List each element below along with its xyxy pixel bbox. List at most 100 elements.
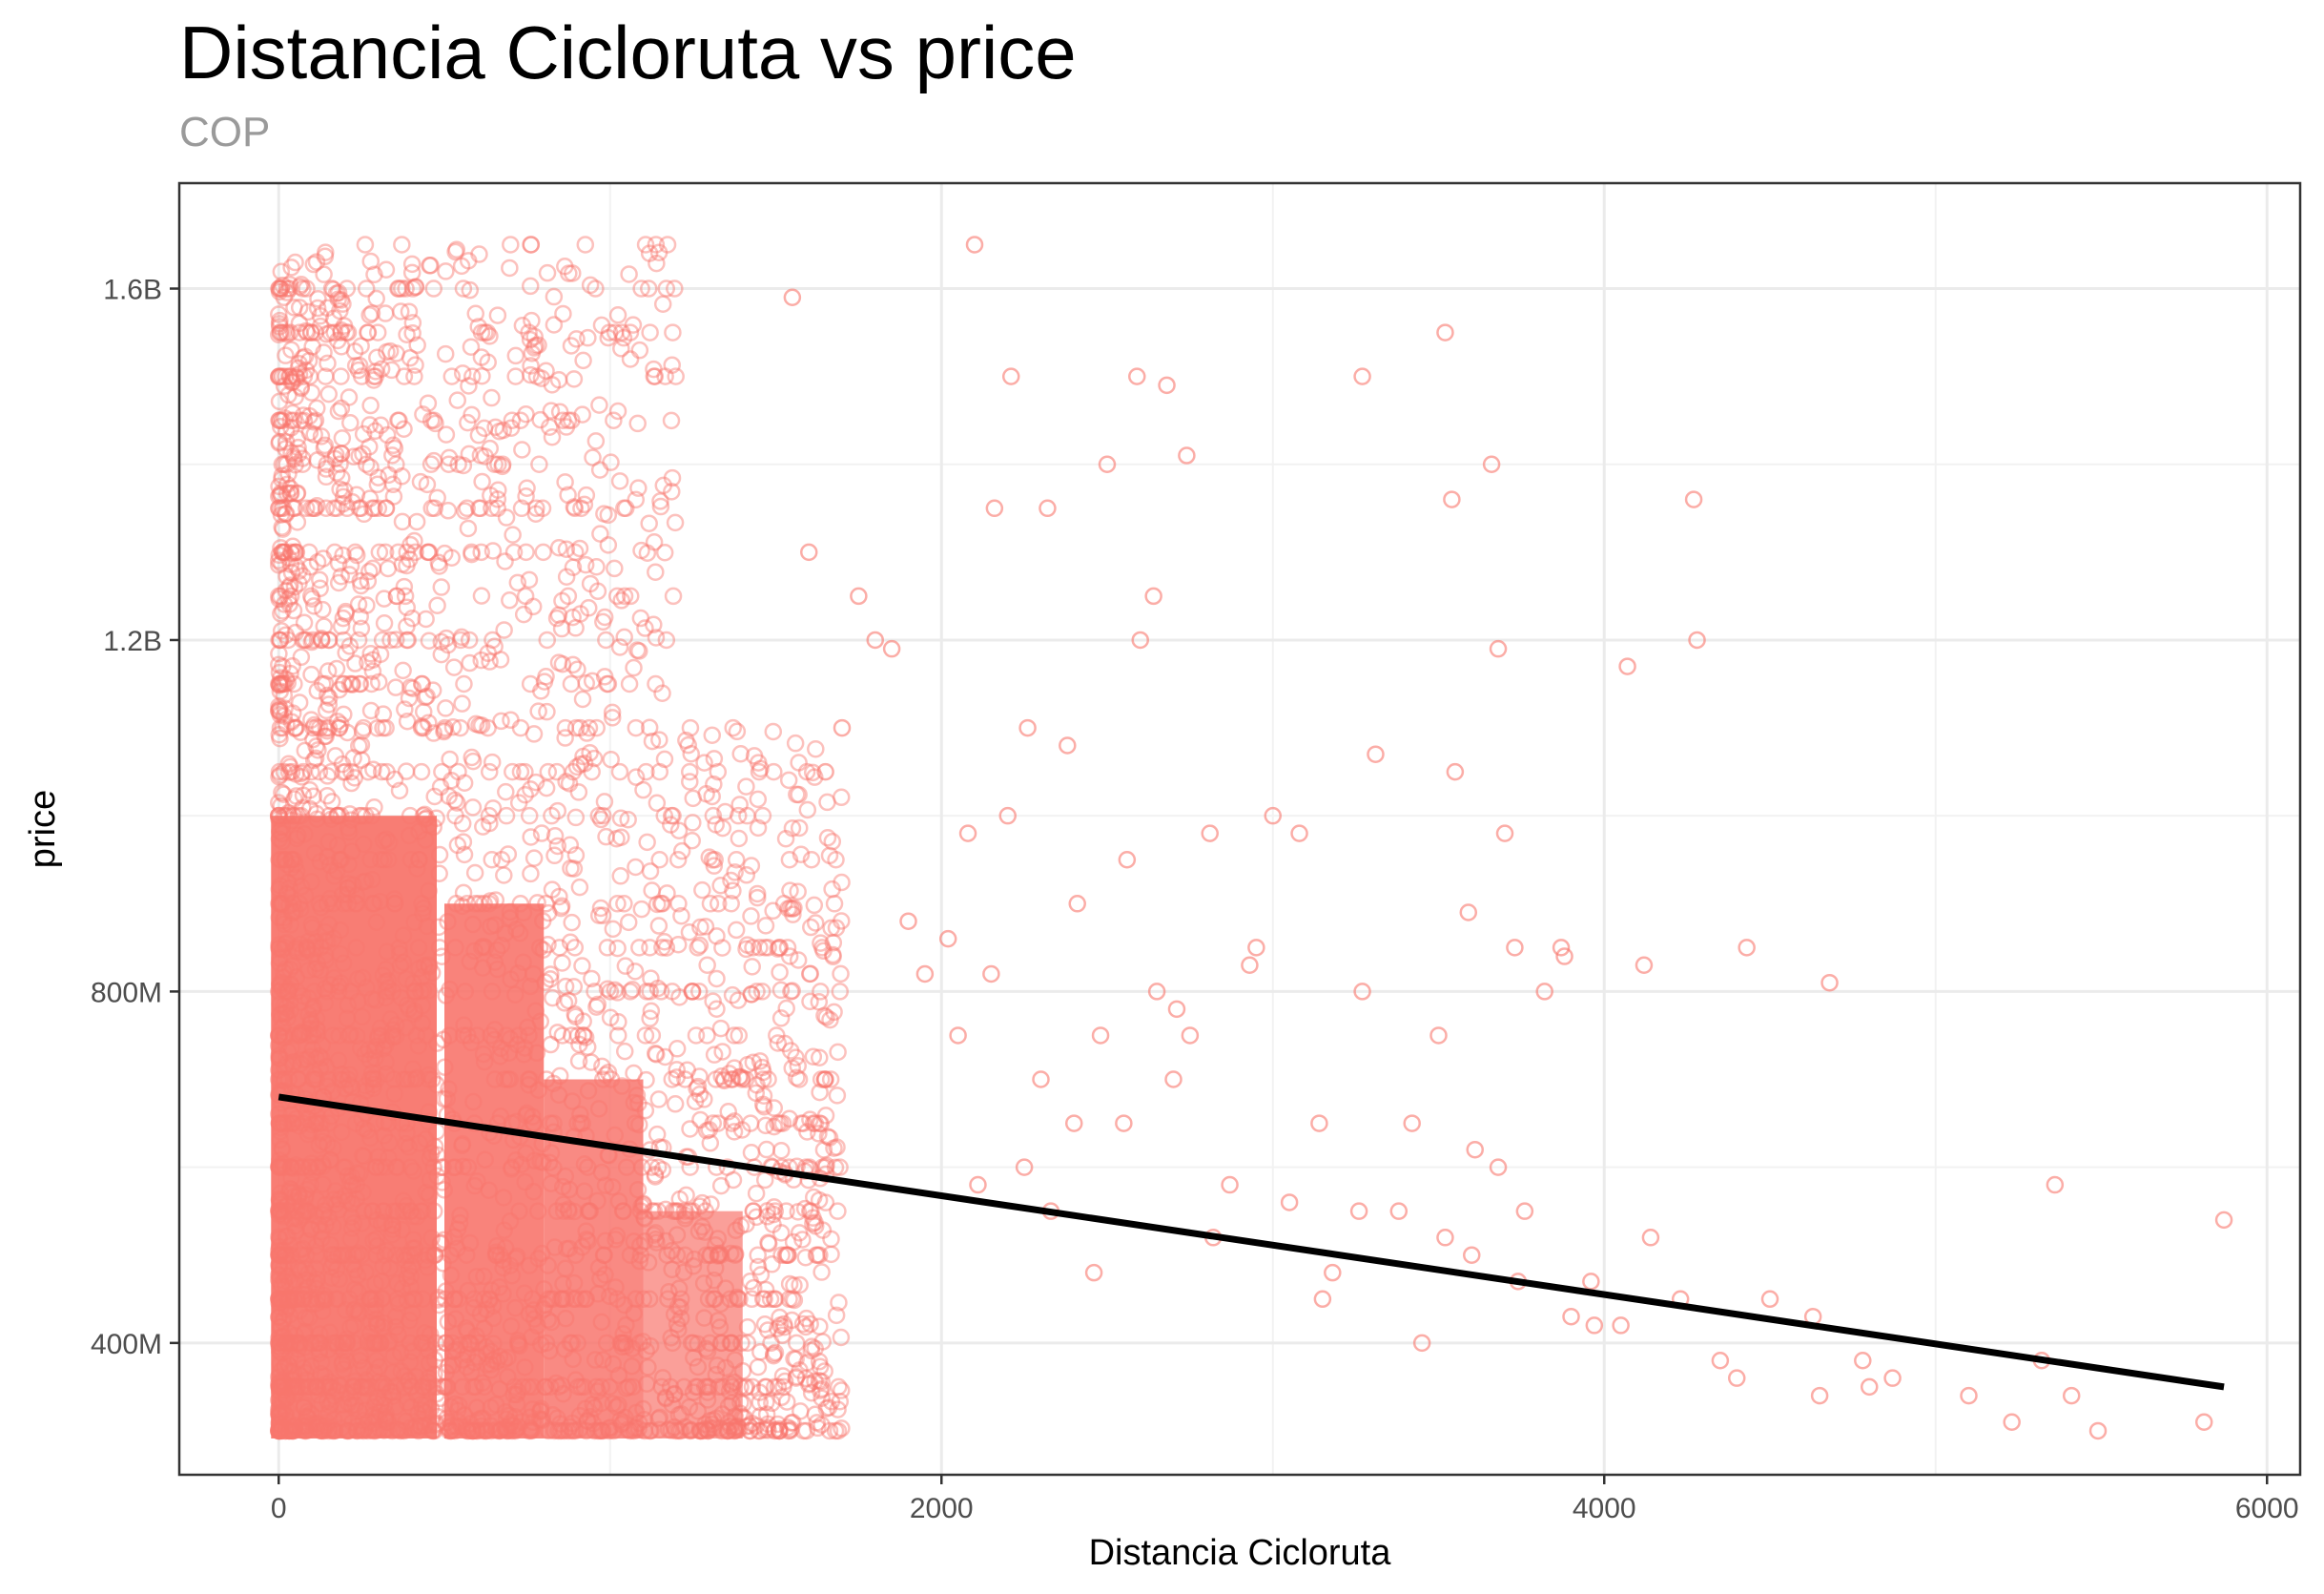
data-point bbox=[483, 388, 501, 407]
data-point bbox=[985, 499, 1004, 518]
data-point bbox=[441, 750, 459, 769]
data-point bbox=[708, 927, 726, 945]
data-point bbox=[609, 1026, 627, 1045]
data-point bbox=[282, 543, 300, 562]
data-point bbox=[527, 367, 546, 385]
data-point bbox=[723, 1114, 741, 1132]
data-point bbox=[300, 424, 319, 442]
data-point bbox=[574, 351, 592, 370]
data-point bbox=[401, 550, 419, 569]
data-point bbox=[809, 1246, 827, 1264]
data-point bbox=[602, 453, 620, 471]
data-point bbox=[1684, 490, 1703, 508]
data-point bbox=[526, 505, 545, 523]
data-point bbox=[759, 1070, 777, 1088]
data-point bbox=[776, 1246, 794, 1264]
data-point bbox=[504, 526, 522, 544]
data-point bbox=[621, 323, 640, 342]
data-point bbox=[666, 279, 684, 298]
data-point bbox=[816, 1193, 835, 1211]
data-point bbox=[753, 1058, 771, 1077]
data-point bbox=[628, 414, 647, 433]
data-point bbox=[398, 325, 416, 343]
data-point bbox=[608, 939, 627, 958]
data-point bbox=[337, 644, 355, 662]
data-point bbox=[822, 1245, 840, 1264]
data-point bbox=[783, 818, 802, 838]
data-point bbox=[349, 361, 368, 380]
data-point bbox=[1039, 499, 1057, 518]
data-point bbox=[511, 411, 530, 429]
data-point bbox=[537, 667, 555, 686]
data-point bbox=[782, 1414, 801, 1432]
data-point bbox=[679, 735, 697, 755]
data-point bbox=[651, 983, 670, 1001]
data-point bbox=[557, 418, 576, 436]
data-point bbox=[657, 279, 676, 298]
data-point bbox=[787, 1048, 805, 1066]
data-point bbox=[278, 325, 297, 343]
data-point bbox=[499, 845, 518, 863]
data-point bbox=[463, 367, 482, 385]
data-point bbox=[653, 1161, 672, 1179]
data-point bbox=[832, 1381, 851, 1399]
data-point bbox=[683, 983, 701, 1001]
data-point bbox=[454, 456, 473, 475]
data-point bbox=[810, 1125, 828, 1143]
data-point bbox=[539, 762, 558, 781]
data-point bbox=[565, 978, 584, 996]
data-point bbox=[791, 1275, 809, 1294]
data-point bbox=[332, 445, 351, 463]
data-point bbox=[389, 279, 407, 298]
data-points bbox=[783, 236, 2233, 1440]
data-point bbox=[448, 836, 467, 855]
data-point bbox=[547, 762, 566, 781]
data-point bbox=[771, 1421, 789, 1440]
data-point bbox=[334, 546, 352, 565]
data-point bbox=[831, 1158, 849, 1176]
data-point bbox=[282, 564, 301, 582]
data-point bbox=[274, 323, 293, 342]
data-point bbox=[271, 702, 289, 721]
data-point bbox=[758, 1202, 776, 1220]
data-point bbox=[277, 440, 295, 458]
data-point bbox=[282, 341, 300, 359]
data-point bbox=[765, 1198, 784, 1216]
data-point bbox=[712, 1066, 730, 1086]
data-point bbox=[719, 1103, 737, 1121]
data-point bbox=[601, 983, 620, 1001]
data-point bbox=[750, 1421, 768, 1440]
data-point bbox=[278, 279, 297, 298]
data-point bbox=[626, 963, 645, 981]
data-point bbox=[522, 236, 540, 254]
data-point bbox=[278, 475, 297, 494]
data-point bbox=[833, 718, 852, 737]
data-point bbox=[1466, 1140, 1484, 1159]
data-point bbox=[564, 762, 583, 781]
data-point bbox=[277, 433, 296, 451]
data-point bbox=[697, 1122, 716, 1140]
data-point bbox=[629, 479, 648, 497]
data-point bbox=[816, 1158, 835, 1176]
data-point bbox=[471, 446, 490, 465]
data-point bbox=[783, 1290, 802, 1309]
data-point bbox=[326, 747, 345, 765]
data-point bbox=[335, 674, 353, 693]
data-point bbox=[275, 377, 294, 395]
data-point bbox=[612, 340, 630, 358]
data-point bbox=[294, 762, 313, 781]
data-point bbox=[778, 1393, 796, 1411]
data-point bbox=[423, 681, 442, 699]
data-point bbox=[771, 1009, 791, 1027]
data-point bbox=[525, 339, 544, 357]
data-point bbox=[751, 1343, 770, 1361]
data-point bbox=[270, 279, 288, 298]
data-point bbox=[279, 549, 298, 568]
data-point bbox=[594, 806, 612, 825]
data-point bbox=[319, 354, 337, 373]
data-point bbox=[2046, 1175, 2065, 1194]
data-point bbox=[680, 762, 699, 781]
data-point bbox=[303, 338, 321, 356]
data-point bbox=[276, 505, 295, 523]
data-point bbox=[575, 495, 594, 514]
